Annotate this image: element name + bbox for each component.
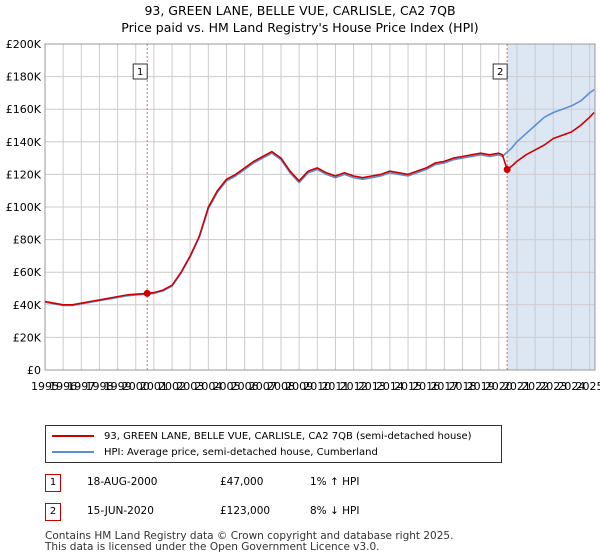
x-tick-label: 2001 [140,380,168,393]
y-tick-label: £80K [13,234,42,247]
sale-date: 15-JUN-2020 [87,505,154,517]
y-tick-label: £0 [27,364,41,377]
chart-legend: 93, GREEN LANE, BELLE VUE, CARLISLE, CA2… [45,425,502,463]
x-tick-label: 2017 [430,380,458,393]
x-tick-label: 2022 [521,380,549,393]
legend-item-hpi: HPI: Average price, semi-detached house,… [52,444,378,460]
legend-swatch-property [52,435,94,437]
sale-date: 18-AUG-2000 [87,476,158,488]
y-tick-label: £200K [6,38,42,51]
x-tick-label: 2015 [394,380,422,393]
y-tick-label: £180K [6,71,42,84]
plot-frame [44,43,596,371]
x-tick-label: 2014 [376,380,404,393]
sale-point [143,289,151,297]
x-tick-label: 2006 [231,380,259,393]
x-tick-label: 2007 [249,380,277,393]
sale-label-text: 2 [497,67,503,78]
sale-hpi-diff: 1% ↑ HPI [310,476,360,488]
x-tick-label: 2012 [340,380,368,393]
legend-label-property: 93, GREEN LANE, BELLE VUE, CARLISLE, CA2… [104,430,472,442]
footer-attribution: Contains HM Land Registry data © Crown c… [45,531,453,553]
sale-label-box [132,63,148,80]
x-tick-label: 2019 [467,380,495,393]
chart-title-address: 93, GREEN LANE, BELLE VUE, CARLISLE, CA2… [144,3,456,18]
y-tick-label: £40K [13,299,42,312]
x-tick-label: 2018 [448,380,476,393]
y-tick-label: £20K [13,331,42,344]
x-tick-label: 1997 [67,380,95,393]
y-tick-label: £60K [13,266,42,279]
sale-price: £123,000 [220,505,271,517]
x-tick-label: 2005 [213,380,241,393]
legend-item-property: 93, GREEN LANE, BELLE VUE, CARLISLE, CA2… [52,428,472,444]
sale-point [503,166,511,174]
x-tick-label: 2023 [539,380,567,393]
y-tick-label: £160K [6,103,42,116]
footer-copyright: Contains HM Land Registry data © Crown c… [45,530,454,542]
x-tick-label: 2020 [485,380,513,393]
x-tick-label: 2013 [358,380,386,393]
x-tick-label: 1996 [49,380,77,393]
x-tick-label: 2009 [285,380,313,393]
x-tick-label: 2024 [557,380,585,393]
x-tick-label: 2000 [122,380,150,393]
x-tick-label: 2011 [321,380,349,393]
x-tick-label: 1995 [31,380,59,393]
sale-marker-badge: 1 [45,474,61,492]
chart-title-subtitle: Price paid vs. HM Land Registry's House … [121,20,479,35]
x-tick-label: 1998 [85,380,113,393]
x-tick-label: 2004 [194,380,222,393]
sale-label-box [492,63,508,80]
sale-marker-badge: 2 [45,503,61,521]
footer-licence: This data is licensed under the Open Gov… [45,541,380,553]
y-tick-label: £100K [6,201,42,214]
legend-swatch-hpi [52,451,94,453]
y-tick-label: £140K [6,136,42,149]
x-tick-label: 2010 [303,380,331,393]
x-tick-label: 2008 [267,380,295,393]
sale-hpi-diff: 8% ↓ HPI [310,505,360,517]
y-tick-label: £120K [6,168,42,181]
x-tick-label: 2021 [503,380,531,393]
x-tick-label: 2002 [158,380,186,393]
x-tick-label: 1999 [104,380,132,393]
legend-label-hpi: HPI: Average price, semi-detached house,… [104,446,378,458]
x-tick-label: 2003 [176,380,204,393]
x-tick-label: 2025 [576,380,600,393]
sale-label-text: 1 [137,67,143,78]
sale-price: £47,000 [220,476,264,488]
price-chart: £0 £20K £40K £60K £80K £100K £120K £140K £160K £1… [6,38,600,393]
x-tick-label: 2016 [412,380,440,393]
